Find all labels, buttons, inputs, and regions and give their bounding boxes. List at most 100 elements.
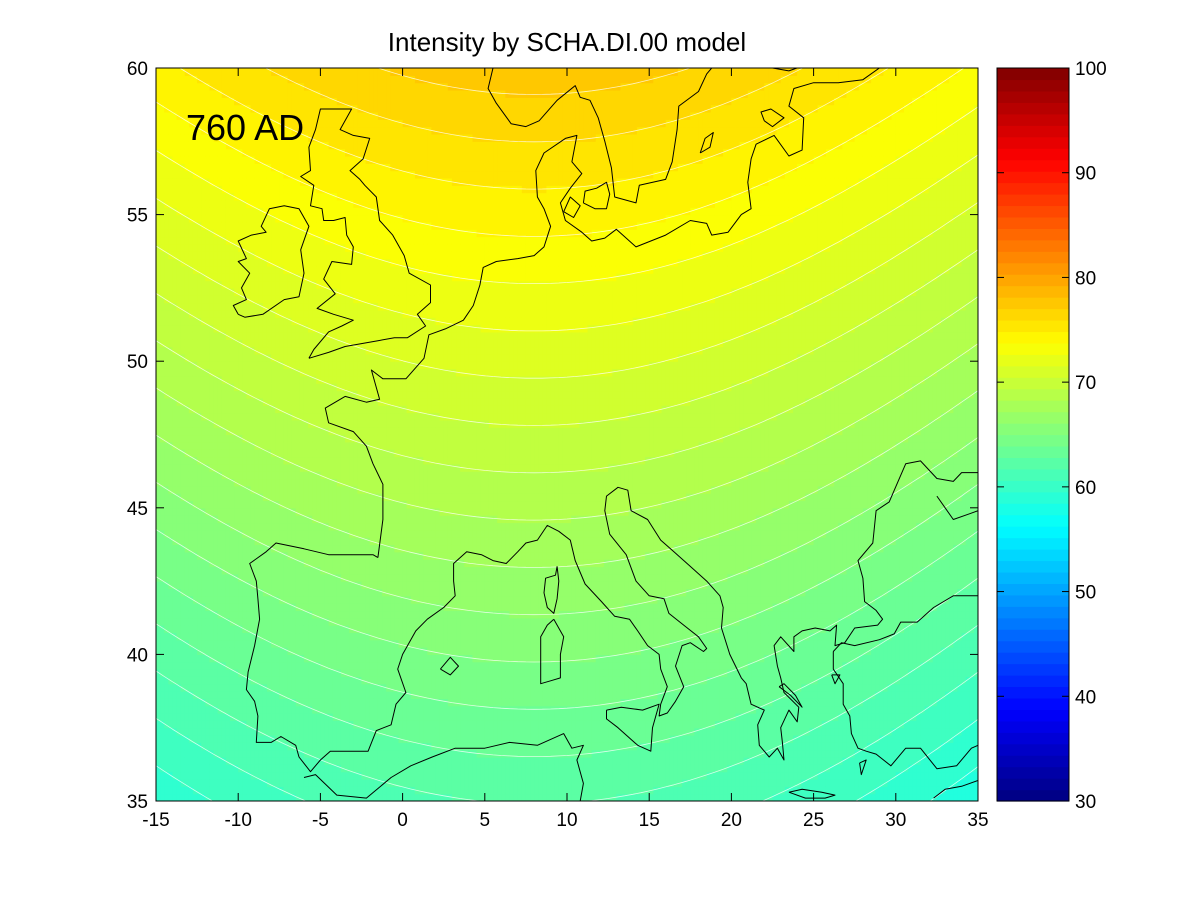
field-cell xyxy=(349,280,354,289)
field-cell xyxy=(238,566,243,575)
field-cell xyxy=(258,163,264,172)
field-cell xyxy=(213,68,219,76)
field-cell xyxy=(262,573,268,582)
field-cell xyxy=(336,346,342,355)
field-cell xyxy=(172,749,178,758)
field-cell xyxy=(238,353,243,362)
field-cell xyxy=(160,434,165,443)
field-cell xyxy=(229,361,235,370)
field-cell xyxy=(291,463,297,472)
field-cell xyxy=(340,229,346,238)
field-cell xyxy=(349,551,354,560)
field-cell xyxy=(205,97,211,106)
field-cell xyxy=(303,683,309,692)
field-cell xyxy=(291,566,297,575)
field-cell xyxy=(262,669,268,677)
field-cell xyxy=(312,236,317,245)
field-cell xyxy=(213,185,219,194)
field-cell xyxy=(345,390,350,399)
field-cell xyxy=(242,573,248,582)
field-cell xyxy=(229,705,235,714)
field-cell xyxy=(308,97,313,106)
field-cell xyxy=(168,148,174,157)
field-cell xyxy=(262,427,268,436)
field-cell xyxy=(271,757,276,765)
field-cell xyxy=(234,126,239,135)
field-cell xyxy=(225,537,231,546)
field-cell xyxy=(164,236,169,245)
field-cell xyxy=(258,273,264,282)
field-cell xyxy=(340,375,346,384)
field-cell xyxy=(209,669,215,677)
field-cell xyxy=(340,639,346,648)
field-cell xyxy=(184,610,190,619)
field-cell xyxy=(328,405,334,414)
field-cell xyxy=(184,75,190,84)
field-cell xyxy=(275,676,280,685)
field-cell xyxy=(254,551,260,560)
field-cell xyxy=(180,199,186,208)
field-cell xyxy=(156,97,161,106)
field-cell xyxy=(234,749,239,758)
field-cell xyxy=(308,581,313,590)
field-cell xyxy=(258,170,264,179)
field-cell xyxy=(336,68,342,76)
field-cell xyxy=(295,309,301,318)
field-cell xyxy=(308,251,313,260)
field-cell xyxy=(336,75,342,84)
field-cell xyxy=(172,544,178,553)
field-cell xyxy=(295,331,301,340)
field-cell xyxy=(160,713,165,721)
field-cell xyxy=(357,346,363,355)
field-cell xyxy=(197,309,202,318)
field-cell xyxy=(353,97,358,106)
field-cell xyxy=(201,603,206,612)
field-cell xyxy=(156,119,161,128)
field-cell xyxy=(324,705,330,714)
field-cell xyxy=(168,573,174,582)
field-cell xyxy=(340,757,346,765)
field-cell xyxy=(221,434,227,443)
field-cell xyxy=(328,383,334,392)
field-cell xyxy=(320,302,326,311)
field-cell xyxy=(332,155,338,164)
field-cell xyxy=(254,529,260,538)
field-cell xyxy=(205,68,211,76)
field-cell xyxy=(299,163,305,172)
field-cell xyxy=(176,295,182,304)
field-cell xyxy=(312,441,317,450)
field-cell xyxy=(160,493,165,502)
field-cell xyxy=(275,375,280,384)
field-cell xyxy=(287,368,293,377)
field-cell xyxy=(349,148,354,157)
field-cell xyxy=(250,405,256,414)
field-cell xyxy=(209,632,215,641)
field-cell xyxy=(340,771,346,780)
field-cell xyxy=(242,419,248,428)
field-cell xyxy=(328,478,334,487)
field-cell xyxy=(217,463,223,472)
field-cell xyxy=(336,207,342,216)
field-cell xyxy=(246,669,252,677)
field-cell xyxy=(156,691,161,699)
field-cell xyxy=(217,691,223,699)
field-cell xyxy=(201,97,206,106)
field-cell xyxy=(156,625,161,634)
field-cell xyxy=(340,544,346,553)
field-cell xyxy=(164,632,169,641)
field-cell xyxy=(242,397,248,406)
field-cell xyxy=(209,104,215,113)
field-cell xyxy=(303,471,309,480)
field-cell xyxy=(336,595,342,604)
field-cell xyxy=(184,251,190,260)
field-cell xyxy=(250,163,256,172)
field-cell xyxy=(320,82,326,91)
field-cell xyxy=(225,661,231,670)
field-cell xyxy=(332,581,338,590)
field-cell xyxy=(320,471,326,480)
field-cell xyxy=(217,676,223,685)
field-cell xyxy=(209,148,215,157)
field-cell xyxy=(336,654,342,663)
field-cell xyxy=(254,522,260,531)
field-cell xyxy=(291,691,297,699)
